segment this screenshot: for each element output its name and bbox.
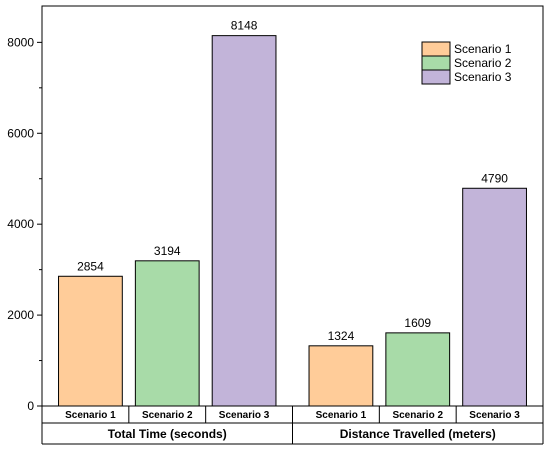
- legend-swatch: [421, 41, 451, 57]
- data-label: 4790: [481, 171, 508, 185]
- category-label: Scenario 1: [316, 410, 367, 421]
- group-label: Distance Travelled (meters): [340, 427, 496, 441]
- legend-label: Scenario 2: [454, 56, 512, 70]
- y-tick-label: 8000: [7, 35, 34, 49]
- group-label: Total Time (seconds): [108, 427, 227, 441]
- data-label: 3194: [154, 244, 181, 258]
- category-label: Scenario 3: [219, 410, 270, 421]
- legend-label: Scenario 3: [454, 70, 512, 84]
- y-tick-label: 0: [27, 399, 34, 413]
- data-label: 1609: [404, 316, 431, 330]
- legend-swatch: [421, 55, 451, 71]
- data-label: 8148: [231, 19, 258, 33]
- bar: [58, 275, 123, 407]
- category-label: Scenario 3: [469, 410, 520, 421]
- y-tick-label: 2000: [7, 308, 34, 322]
- category-label: Scenario 2: [142, 410, 193, 421]
- plot-area: 0 2000 4000 6000 8000 2854 Scenario 1 3194 Scena…: [7, 5, 544, 445]
- y-tick-label: 4000: [7, 217, 34, 231]
- bar: [385, 332, 451, 407]
- bar: [462, 187, 527, 407]
- category-label: Scenario 1: [65, 410, 116, 421]
- data-label: 1324: [328, 329, 355, 343]
- data-label: 2854: [77, 259, 104, 273]
- bar: [211, 35, 277, 407]
- bar: [134, 260, 200, 407]
- category-label: Scenario 2: [392, 410, 443, 421]
- legend-swatch: [421, 69, 451, 85]
- bar: [308, 345, 374, 407]
- y-tick-label: 6000: [7, 126, 34, 140]
- legend-label: Scenario 1: [454, 42, 512, 56]
